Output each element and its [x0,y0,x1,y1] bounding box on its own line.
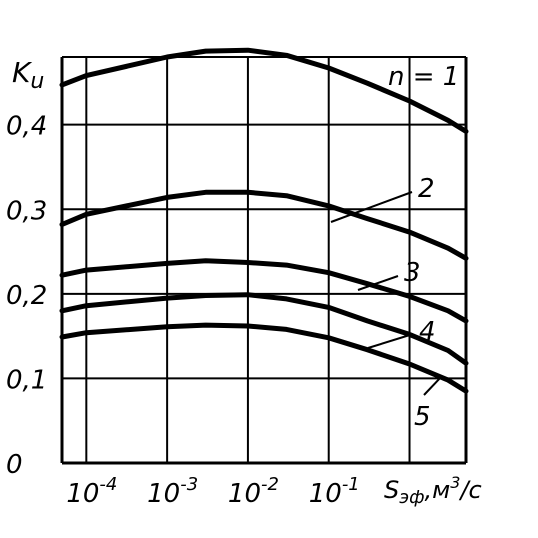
series-line-2 [59,189,469,261]
series-label-2: 2 [418,174,435,204]
grid [60,56,468,465]
leader-line-5 [423,375,443,396]
series-label-3: 3 [404,258,421,288]
y-axis-title: Ku [12,56,44,94]
x-axis-title: Sэф,м3/с [384,473,482,508]
series-line-5 [59,322,469,394]
series-line-3 [59,258,469,324]
y-tick-label-3: 0,3 [6,196,47,226]
labels: 0 0,1 0,2 0,3 0,4 10-4 10-3 10-2 10-1 Ku Sэф,м3/с n… [6,56,482,509]
y-tick-label-4: 0,4 [6,112,47,142]
y-tick-label-2: 0,2 [6,281,47,311]
series-label-5: 5 [414,402,431,432]
y-tick-label-0: 0 [6,450,23,480]
leader-line-4 [367,333,414,349]
series-label-1: n = 1 [388,62,459,92]
series-line-1 [59,47,469,134]
y-tick-label-1: 0,1 [6,365,47,395]
x-tick-label-2: 10-2 [228,474,279,509]
x-tick-label-0: 10-4 [66,474,117,509]
leader-line-2 [330,191,413,223]
x-tick-label-1: 10-3 [147,474,198,509]
series-label-4: 4 [419,317,436,347]
series-group [59,47,469,394]
leader-lines [330,191,443,396]
leader-line-3 [357,275,399,291]
series-line-4 [59,292,469,366]
x-tick-label-3: 10-1 [309,474,360,509]
